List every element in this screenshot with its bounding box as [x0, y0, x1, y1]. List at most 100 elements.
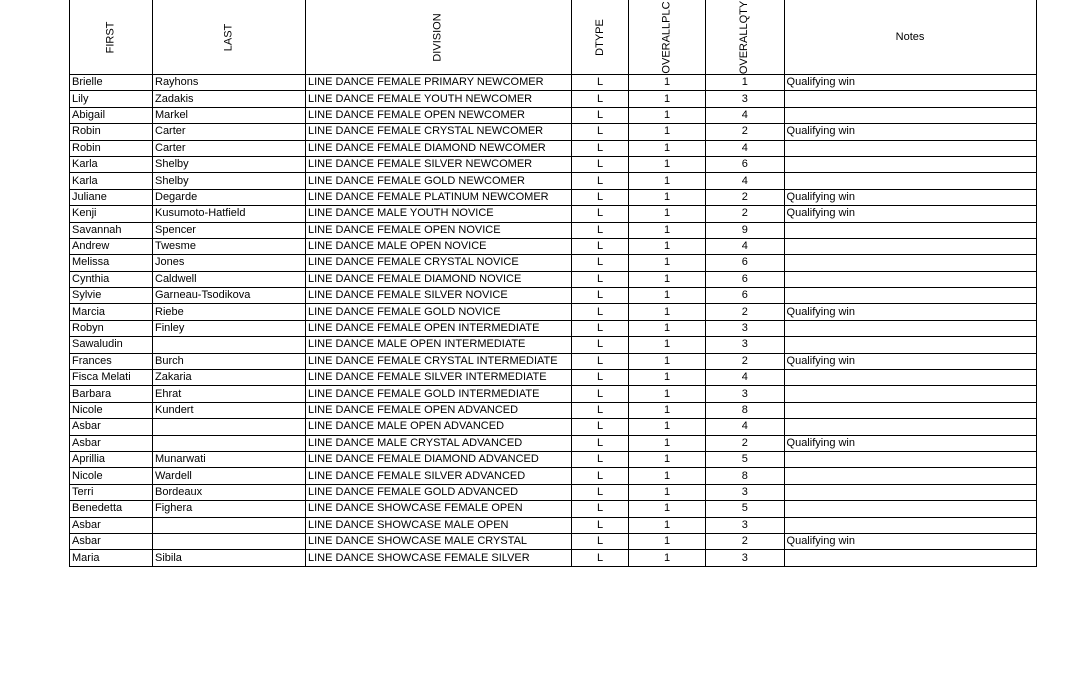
- header-division: DIVISION: [305, 0, 572, 75]
- cell-overallqty: 4: [705, 369, 785, 387]
- cell-notes: [783, 500, 1037, 518]
- cell-last: Ehrat: [152, 385, 306, 403]
- table-row: Robin Carter LINE DANCE FEMALE DIAMOND NEW…: [69, 139, 1037, 157]
- cell-dtype: L: [571, 188, 629, 207]
- cell-last: Riebe: [152, 303, 306, 321]
- cell-first: Kenji: [69, 205, 153, 223]
- cell-division: LINE DANCE FEMALE OPEN NOVICE: [305, 221, 572, 239]
- table-row: Maria Sibila LINE DANCE SHOWCASE FEMALE SI…: [69, 549, 1037, 567]
- cell-overallplc: 1: [627, 434, 707, 452]
- cell-overallplc: 1: [627, 352, 707, 371]
- cell-dtype: L: [571, 483, 629, 502]
- cell-overallqty: 6: [705, 270, 785, 289]
- cell-notes: [783, 549, 1037, 567]
- cell-division: LINE DANCE MALE YOUTH NOVICE: [305, 205, 572, 223]
- cell-overallplc: 1: [627, 270, 707, 289]
- cell-overallplc: 1: [627, 418, 707, 436]
- cell-notes: [783, 401, 1037, 420]
- cell-dtype: L: [571, 336, 629, 354]
- table-row: Frances Burch LINE DANCE FEMALE CRYSTAL IN…: [69, 352, 1037, 371]
- cell-overallplc: 1: [627, 287, 707, 305]
- cell-notes: [783, 270, 1037, 289]
- cell-division: LINE DANCE FEMALE DIAMOND ADVANCED: [305, 450, 572, 469]
- cell-last: Zakaria: [152, 369, 306, 387]
- cell-overallplc: 1: [627, 221, 707, 239]
- cell-overallqty: 4: [705, 106, 785, 125]
- cell-overallqty: 2: [705, 532, 785, 551]
- table-row: Marcia Riebe LINE DANCE FEMALE GOLD NOVICE…: [69, 303, 1037, 321]
- cell-last: Zadakis: [152, 90, 306, 108]
- cell-overallqty: 1: [705, 73, 785, 92]
- cell-overallplc: 1: [627, 450, 707, 469]
- cell-overallplc: 1: [627, 172, 707, 190]
- cell-last: Kundert: [152, 401, 306, 420]
- cell-dtype: L: [571, 434, 629, 452]
- cell-last: Burch: [152, 352, 306, 371]
- cell-division: LINE DANCE FEMALE SILVER NEWCOMER: [305, 155, 572, 174]
- table-row: Melissa Jones LINE DANCE FEMALE CRYSTAL NO…: [69, 254, 1037, 272]
- table-row: Andrew Twesme LINE DANCE MALE OPEN NOVICE L…: [69, 237, 1037, 256]
- cell-overallqty: 6: [705, 254, 785, 272]
- cell-first: Savannah: [69, 221, 153, 239]
- cell-dtype: L: [571, 237, 629, 256]
- cell-overallqty: 5: [705, 500, 785, 518]
- cell-notes: [783, 369, 1037, 387]
- cell-notes: [783, 90, 1037, 108]
- cell-dtype: L: [571, 287, 629, 305]
- header-dtype: DTYPE: [571, 0, 629, 75]
- cell-notes: [783, 385, 1037, 403]
- cell-overallqty: 2: [705, 352, 785, 371]
- cell-last: [152, 418, 306, 436]
- cell-first: Robin: [69, 123, 153, 141]
- cell-overallplc: 1: [627, 139, 707, 157]
- cell-overallplc: 1: [627, 106, 707, 125]
- cell-last: Wardell: [152, 467, 306, 485]
- cell-overallplc: 1: [627, 254, 707, 272]
- cell-notes: Qualifying win: [783, 434, 1037, 452]
- table-row: Asbar LINE DANCE MALE OPEN ADVANCED L 1 4: [69, 418, 1037, 436]
- cell-last: Carter: [152, 123, 306, 141]
- cell-dtype: L: [571, 123, 629, 141]
- cell-dtype: L: [571, 450, 629, 469]
- cell-dtype: L: [571, 221, 629, 239]
- cell-first: Andrew: [69, 237, 153, 256]
- cell-overallqty: 2: [705, 188, 785, 207]
- cell-division: LINE DANCE FEMALE SILVER INTERMEDIATE: [305, 369, 572, 387]
- cell-overallqty: 4: [705, 172, 785, 190]
- cell-overallqty: 3: [705, 319, 785, 338]
- cell-overallqty: 4: [705, 237, 785, 256]
- cell-dtype: L: [571, 369, 629, 387]
- table-row: Nicole Wardell LINE DANCE FEMALE SILVER AD…: [69, 467, 1037, 485]
- cell-dtype: L: [571, 172, 629, 190]
- table-row: Abigail Markel LINE DANCE FEMALE OPEN NEWC…: [69, 106, 1037, 125]
- cell-dtype: L: [571, 106, 629, 125]
- cell-overallplc: 1: [627, 123, 707, 141]
- cell-overallqty: 8: [705, 467, 785, 485]
- cell-overallplc: 1: [627, 319, 707, 338]
- header-row: FIRST LAST DIVISION DTYPE OVERALLPLC OVE…: [69, 0, 1037, 75]
- cell-notes: [783, 287, 1037, 305]
- cell-last: Jones: [152, 254, 306, 272]
- cell-overallplc: 1: [627, 155, 707, 174]
- cell-overallqty: 3: [705, 90, 785, 108]
- table-row: Juliane Degarde LINE DANCE FEMALE PLATINUM…: [69, 188, 1037, 207]
- table-row: Asbar LINE DANCE SHOWCASE MALE OPEN L 1 3: [69, 516, 1037, 534]
- cell-dtype: L: [571, 270, 629, 289]
- cell-division: LINE DANCE FEMALE OPEN NEWCOMER: [305, 106, 572, 125]
- cell-last: Finley: [152, 319, 306, 338]
- cell-notes: [783, 483, 1037, 502]
- cell-division: LINE DANCE FEMALE PRIMARY NEWCOMER: [305, 73, 572, 92]
- cell-last: Markel: [152, 106, 306, 125]
- cell-division: LINE DANCE SHOWCASE FEMALE SILVER: [305, 549, 572, 567]
- cell-last: Degarde: [152, 188, 306, 207]
- cell-notes: [783, 516, 1037, 534]
- table-row: Brielle Rayhons LINE DANCE FEMALE PRIMARY …: [69, 73, 1037, 92]
- cell-dtype: L: [571, 205, 629, 223]
- table-row: Cynthia Caldwell LINE DANCE FEMALE DIAMOND…: [69, 270, 1037, 289]
- cell-overallqty: 8: [705, 401, 785, 420]
- cell-last: Shelby: [152, 155, 306, 174]
- table-row: Karla Shelby LINE DANCE FEMALE SILVER NEWC…: [69, 155, 1037, 174]
- cell-division: LINE DANCE FEMALE PLATINUM NEWCOMER: [305, 188, 572, 207]
- cell-overallqty: 3: [705, 516, 785, 534]
- cell-notes: [783, 172, 1037, 190]
